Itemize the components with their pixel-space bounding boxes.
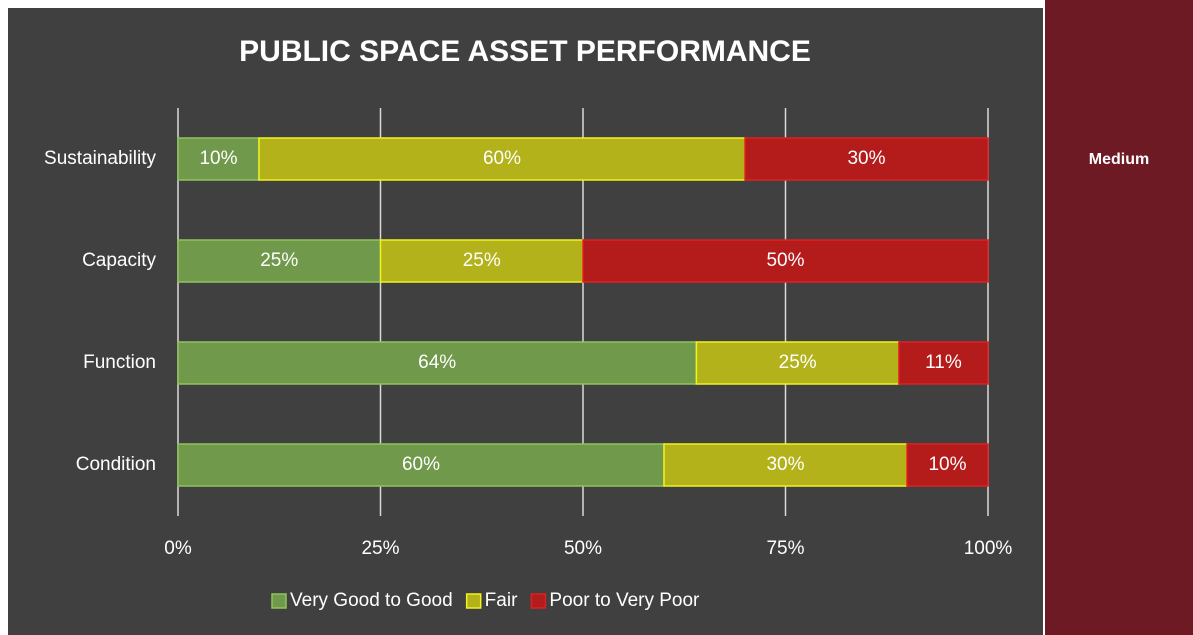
bar-segment <box>177 137 260 181</box>
data-label: 60% <box>402 454 440 475</box>
legend-label: Poor to Very Poor <box>549 590 700 611</box>
data-label: 25% <box>779 352 817 373</box>
legend-label: Very Good to Good <box>290 590 453 611</box>
y-tick-label: Capacity <box>82 250 156 271</box>
data-label: 10% <box>928 454 966 475</box>
legend-swatch <box>530 593 547 609</box>
x-tick-label: 0% <box>164 538 192 559</box>
x-tick-label: 25% <box>361 538 399 559</box>
data-label: 25% <box>260 250 298 271</box>
data-label: 30% <box>766 454 804 475</box>
y-tick-label: Condition <box>76 454 156 475</box>
x-tick-label: 75% <box>766 538 804 559</box>
legend-label: Fair <box>485 590 518 611</box>
data-label: 11% <box>925 352 962 373</box>
side-panel-label: Medium <box>1089 151 1149 168</box>
data-label: 30% <box>847 148 885 169</box>
bar-segment <box>906 443 989 487</box>
x-tick-label: 100% <box>964 538 1013 559</box>
data-label: 50% <box>766 250 804 271</box>
bar-segment <box>258 137 746 181</box>
bar-segment <box>663 443 908 487</box>
chart-background <box>8 8 1043 635</box>
bar-segment <box>744 137 989 181</box>
y-tick-label: Sustainability <box>44 148 156 169</box>
legend-swatch <box>271 593 287 609</box>
side-panel <box>1045 0 1193 635</box>
data-label: 60% <box>483 148 521 169</box>
data-label: 25% <box>463 250 501 271</box>
data-label: 64% <box>418 352 456 373</box>
bar-segment <box>177 341 698 385</box>
bar-segment <box>582 239 989 283</box>
bar-segment <box>898 341 989 385</box>
chart-title: PUBLIC SPACE ASSET PERFORMANCE <box>239 35 811 68</box>
y-tick-label: Function <box>83 352 156 373</box>
x-tick-label: 50% <box>564 538 602 559</box>
data-label: 10% <box>199 148 237 169</box>
legend-swatch <box>465 593 482 609</box>
bar-segment <box>379 239 584 283</box>
